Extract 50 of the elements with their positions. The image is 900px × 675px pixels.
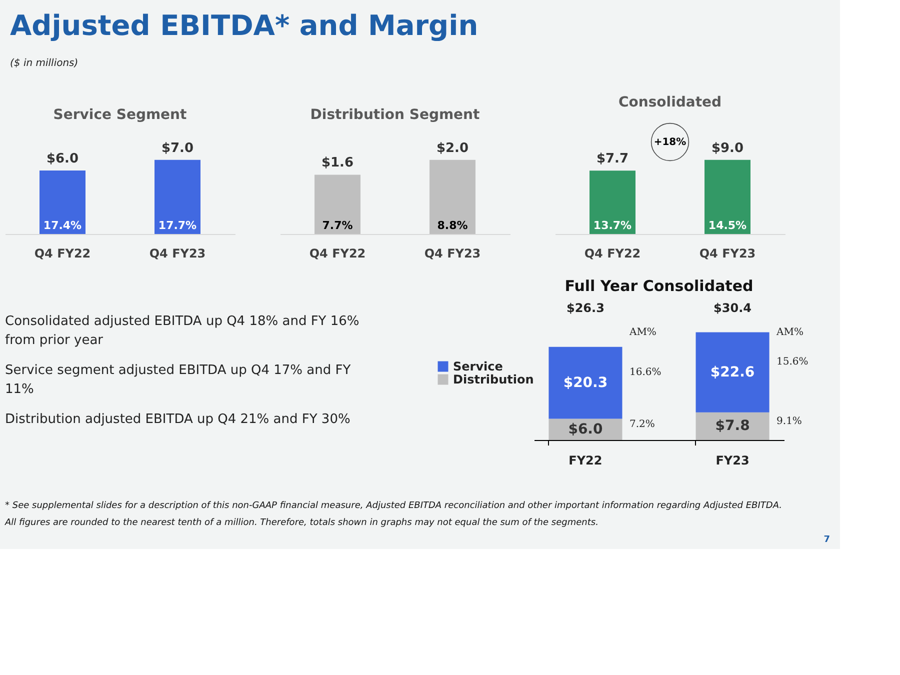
- text: ($ in millions): [10, 58, 78, 69]
- data-label: $2.0: [436, 140, 469, 156]
- annotation: 17.7%: [158, 219, 197, 232]
- annotation: AM%: [776, 327, 804, 338]
- data-label: $20.3: [563, 374, 608, 391]
- x-tick-label: Q4 FY22: [34, 246, 91, 260]
- x-tick-label: Q4 FY22: [309, 246, 366, 260]
- legend-label: Distribution: [453, 372, 534, 386]
- x-tick-label: FY23: [716, 454, 750, 468]
- data-label: $9.0: [711, 140, 744, 156]
- annotation: 7.2%: [629, 419, 655, 430]
- legend-label: Service: [453, 360, 503, 374]
- chart-title: Distribution Segment: [310, 107, 480, 123]
- text: +18%: [654, 137, 686, 148]
- data-label: $6.0: [568, 421, 603, 438]
- annotation: 17.4%: [43, 219, 82, 232]
- data-label: $1.6: [321, 156, 354, 171]
- x-tick-label: Q4 FY23: [424, 246, 481, 260]
- annotation: 16.6%: [629, 367, 662, 378]
- text: Consolidated adjusted EBITDA up Q4 18% and FY 16% from prior year: [5, 314, 360, 348]
- bar: [696, 412, 770, 440]
- total-label: $26.3: [566, 301, 604, 315]
- chart-title: Full Year Consolidated: [564, 277, 754, 295]
- annotation: 15.6%: [776, 356, 808, 368]
- chart-title: Service Segment: [53, 107, 188, 123]
- bar: [696, 332, 770, 412]
- x-tick-label: Q4 FY22: [584, 246, 641, 260]
- annotation: 7.7%: [322, 219, 353, 232]
- data-label: $6.0: [46, 152, 79, 167]
- x-tick-label: Q4 FY23: [149, 246, 206, 260]
- text: All figures are rounded to the nearest tenth of a million. Therefore, totals shown in graphs may not equal the sum of the segments.: [4, 518, 598, 528]
- text: Service segment adjusted EBITDA up Q4 17% and FY 11%: [5, 363, 351, 397]
- text: * See supplemental slides for a description of this non-GAAP financial measure, Adjusted EBITDA reconciliation and other important information regarding Adjusted EBITDA.: [5, 501, 782, 511]
- text: Distribution adjusted EBITDA up Q4 21% and FY 30%: [5, 412, 350, 427]
- annotation: 14.5%: [708, 219, 747, 232]
- x-tick-label: Q4 FY23: [699, 246, 756, 260]
- text: 7: [824, 535, 830, 545]
- data-label: $7.8: [715, 418, 750, 434]
- annotation: 9.1%: [776, 416, 802, 427]
- annotation: AM%: [628, 327, 656, 338]
- chart-title: Consolidated: [618, 94, 722, 111]
- data-label: $7.7: [596, 152, 629, 167]
- bar: [548, 346, 622, 419]
- x-tick-label: FY22: [568, 454, 602, 468]
- data-label: $7.0: [161, 140, 194, 156]
- total-label: $30.4: [714, 301, 752, 315]
- text: Adjusted EBITDA* and Margin: [10, 9, 478, 42]
- annotation: 13.7%: [593, 219, 632, 232]
- data-label: $22.6: [710, 364, 755, 380]
- annotation: 8.8%: [437, 219, 468, 232]
